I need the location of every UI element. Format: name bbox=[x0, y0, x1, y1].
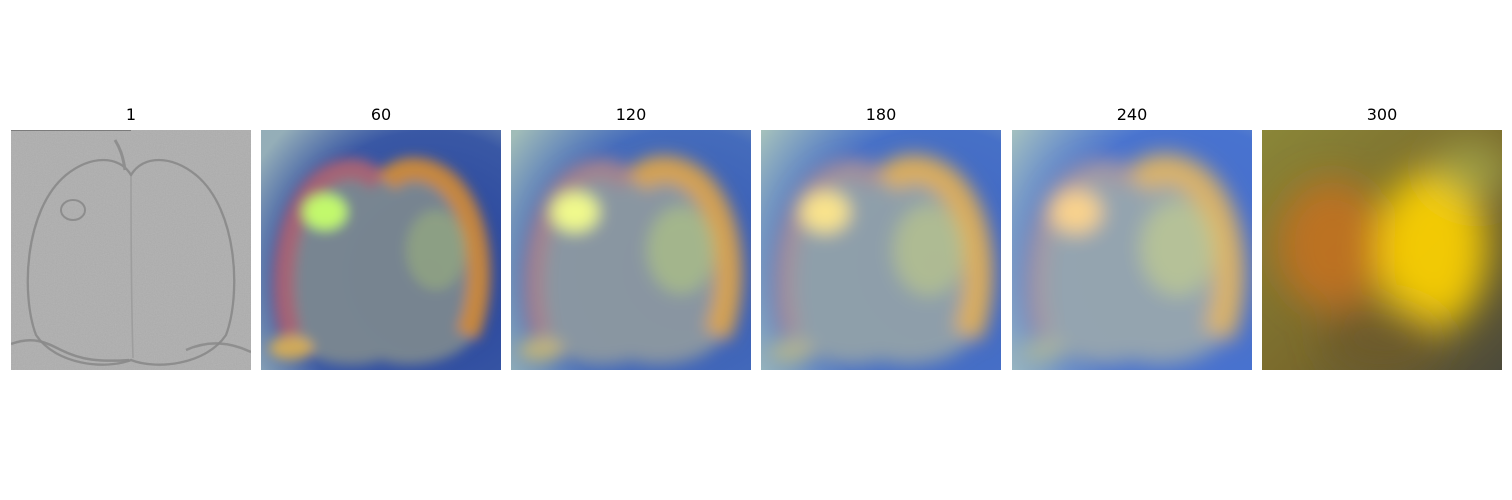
image-panel-240 bbox=[1012, 130, 1252, 370]
panel-title: 180 bbox=[865, 105, 897, 124]
panel-1: 1 bbox=[11, 104, 251, 370]
panel-180: 180 bbox=[761, 104, 1001, 370]
panel-240: 240 bbox=[1012, 104, 1252, 370]
image-panel-1 bbox=[11, 130, 251, 370]
image-panel-180 bbox=[761, 130, 1001, 370]
panel-60: 60 bbox=[261, 104, 501, 370]
panel-120: 120 bbox=[511, 104, 751, 370]
panel-title: 300 bbox=[1366, 105, 1398, 124]
panel-title: 240 bbox=[1116, 105, 1148, 124]
image-panel-120 bbox=[511, 130, 751, 370]
panel-title: 60 bbox=[370, 105, 392, 124]
image-panel-60 bbox=[261, 130, 501, 370]
panel-300: 300 bbox=[1262, 104, 1502, 370]
panel-title: 120 bbox=[615, 105, 647, 124]
image-panel-300 bbox=[1262, 130, 1502, 370]
panel-title: 1 bbox=[125, 105, 137, 124]
